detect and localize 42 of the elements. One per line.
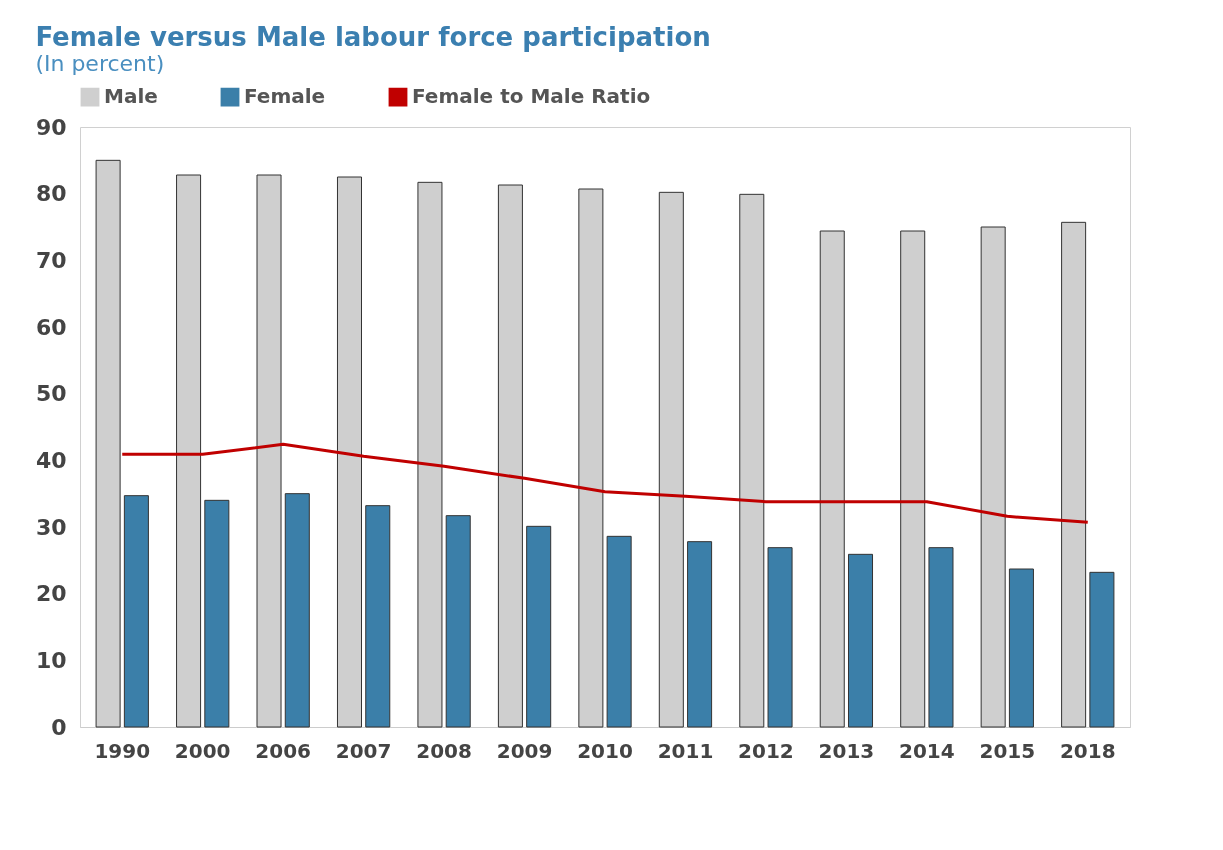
y-tick-label: 90 xyxy=(35,114,67,140)
x-tick-label: 1990 xyxy=(94,738,151,763)
y-tick-label: 0 xyxy=(51,714,67,740)
x-tick-label: 2007 xyxy=(335,738,392,763)
y-tick-label: 60 xyxy=(35,314,67,340)
bar xyxy=(365,505,391,728)
bar xyxy=(526,525,552,728)
x-tick-label: 2000 xyxy=(174,738,231,763)
bar xyxy=(606,535,632,728)
y-tick-label: 20 xyxy=(35,581,67,607)
y-tick-label: 40 xyxy=(35,447,67,473)
x-tick-label: 2009 xyxy=(496,738,553,763)
bar xyxy=(687,541,713,728)
legend-label: Female to Male Ratio xyxy=(412,84,651,109)
chart-subtitle: (In percent) xyxy=(35,51,165,76)
bar xyxy=(284,493,310,728)
bar xyxy=(928,547,954,728)
y-tick-label: 70 xyxy=(35,247,67,273)
x-tick-label: 2015 xyxy=(979,738,1036,763)
x-tick-label: 2013 xyxy=(818,738,875,763)
y-tick-label: 30 xyxy=(35,514,67,540)
bar xyxy=(1008,568,1034,728)
x-tick-label: 2008 xyxy=(416,738,472,763)
y-tick-label: 10 xyxy=(35,647,67,673)
chart-title: Female versus Male labour force participation xyxy=(35,22,711,52)
x-tick-label: 2010 xyxy=(577,738,633,763)
x-tick-label: 2018 xyxy=(1059,738,1116,763)
x-tick-label: 2006 xyxy=(255,738,311,763)
bar xyxy=(445,515,471,728)
x-tick-label: 2012 xyxy=(738,738,794,763)
bar xyxy=(123,495,149,728)
x-tick-label: 2011 xyxy=(657,738,714,763)
line-series xyxy=(120,442,1090,524)
y-tick-label: 50 xyxy=(35,381,67,407)
bar xyxy=(848,553,874,728)
legend-label: Female xyxy=(244,84,326,109)
legend-label: Male xyxy=(104,84,158,109)
bar xyxy=(1089,571,1115,728)
x-tick-label: 2014 xyxy=(899,738,955,763)
y-tick-label: 80 xyxy=(35,181,67,207)
bar xyxy=(767,547,793,728)
bar xyxy=(204,499,230,728)
